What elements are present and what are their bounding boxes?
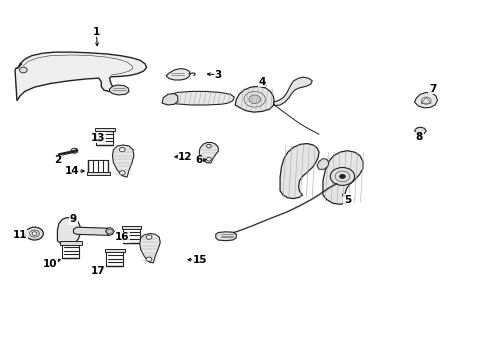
Text: 8: 8: [416, 132, 423, 142]
Polygon shape: [280, 144, 319, 199]
Polygon shape: [415, 127, 426, 134]
Polygon shape: [273, 77, 312, 106]
Polygon shape: [15, 52, 147, 101]
Polygon shape: [140, 234, 160, 263]
Text: 1: 1: [93, 27, 100, 37]
Polygon shape: [199, 143, 218, 163]
Polygon shape: [122, 226, 141, 229]
Text: 5: 5: [343, 195, 351, 204]
Circle shape: [206, 144, 211, 148]
Polygon shape: [323, 151, 363, 204]
Polygon shape: [166, 68, 191, 80]
Polygon shape: [87, 172, 110, 175]
Polygon shape: [110, 85, 129, 95]
Text: 10: 10: [43, 259, 57, 269]
Text: 6: 6: [195, 156, 202, 165]
Circle shape: [340, 174, 345, 179]
Polygon shape: [95, 128, 115, 131]
Circle shape: [119, 171, 125, 175]
Polygon shape: [167, 91, 234, 105]
Polygon shape: [162, 94, 178, 105]
Text: 14: 14: [65, 166, 79, 176]
Circle shape: [330, 167, 355, 185]
Polygon shape: [105, 249, 124, 252]
Text: 11: 11: [13, 230, 27, 240]
Polygon shape: [74, 227, 113, 235]
Circle shape: [206, 157, 211, 161]
Text: 15: 15: [193, 255, 207, 265]
Polygon shape: [106, 228, 115, 235]
Circle shape: [20, 67, 27, 73]
Text: 12: 12: [178, 152, 193, 162]
Circle shape: [146, 235, 152, 239]
Circle shape: [26, 227, 43, 240]
Circle shape: [146, 257, 152, 261]
Text: 9: 9: [70, 214, 77, 224]
Text: 3: 3: [215, 69, 222, 80]
Circle shape: [119, 148, 125, 152]
Text: 13: 13: [91, 133, 105, 143]
Polygon shape: [415, 93, 438, 108]
Polygon shape: [113, 145, 134, 177]
Polygon shape: [216, 232, 236, 241]
Polygon shape: [235, 86, 274, 112]
Circle shape: [249, 95, 261, 104]
Polygon shape: [317, 158, 329, 169]
Text: 7: 7: [429, 84, 436, 94]
Text: 16: 16: [115, 232, 129, 242]
Text: 2: 2: [54, 156, 61, 165]
Circle shape: [32, 232, 37, 235]
Polygon shape: [57, 217, 80, 244]
Polygon shape: [60, 242, 82, 245]
Text: 4: 4: [258, 77, 266, 87]
Text: 17: 17: [91, 266, 105, 276]
